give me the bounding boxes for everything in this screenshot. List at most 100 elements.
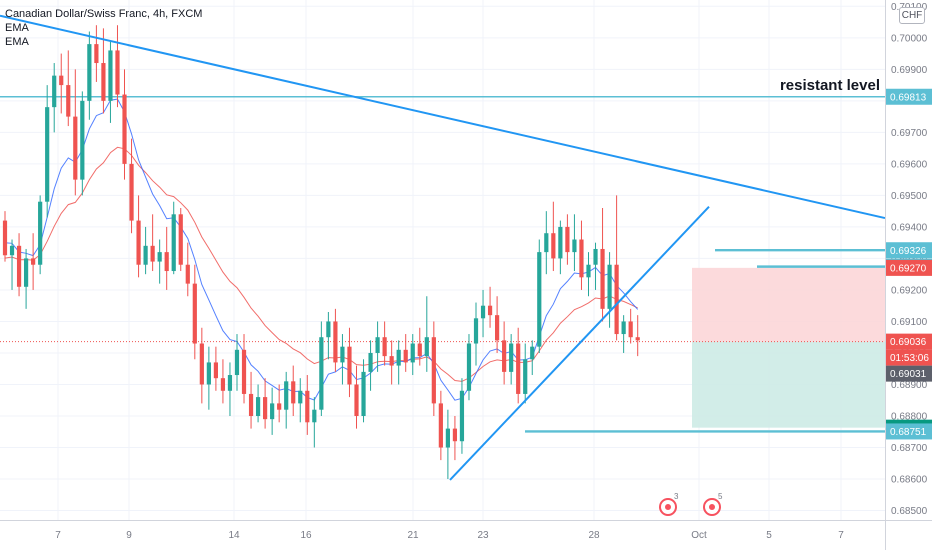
ema-indicator-1[interactable]: EMA: [5, 21, 202, 35]
currency-badge[interactable]: CHF: [899, 7, 925, 24]
x-tick-label: 23: [477, 530, 489, 541]
candle-body: [572, 240, 576, 253]
candle-body: [284, 381, 288, 409]
candle-body: [17, 246, 21, 287]
candle-body: [115, 50, 119, 94]
y-tick-label: 0.68500: [891, 506, 928, 517]
y-tick-label: 0.69500: [891, 191, 928, 202]
candle-body: [481, 306, 485, 319]
candle-body: [193, 284, 197, 344]
x-tick-label: Oct: [691, 530, 707, 541]
price-label-line: 0.69326: [886, 242, 932, 258]
candle-body: [291, 381, 295, 403]
y-tick-label: 0.68900: [891, 380, 928, 391]
price-label-countdown: 01:53:06: [886, 350, 932, 366]
candle: [537, 240, 541, 353]
candle-body: [411, 344, 415, 363]
candle-body: [347, 347, 351, 385]
candle-body: [636, 337, 640, 340]
y-tick-label: 0.69200: [891, 285, 928, 296]
candle: [179, 208, 183, 271]
candle-body: [467, 344, 471, 391]
price-label-text: 01:53:06: [890, 353, 929, 364]
candle-body: [523, 359, 527, 394]
candle-body: [312, 410, 316, 423]
candle-body: [629, 321, 633, 337]
ema-indicator-2[interactable]: EMA: [5, 35, 202, 49]
event-badge-count: 5: [718, 492, 723, 501]
candle-body: [158, 252, 162, 261]
candle-body: [66, 85, 70, 117]
candle-body: [432, 337, 436, 403]
candle-body: [326, 321, 330, 337]
candle-body: [277, 403, 281, 409]
candle-body: [186, 265, 190, 284]
candle-body: [615, 265, 619, 334]
symbol-title[interactable]: Canadian Dollar/Swiss Franc, 4h, FXCM: [5, 7, 202, 21]
candle-body: [228, 375, 232, 391]
candle-body: [305, 391, 309, 423]
x-tick-label: 7: [838, 530, 844, 541]
event-badge-dot: [709, 504, 715, 510]
candle-body: [122, 95, 126, 164]
take-profit-zone: [692, 342, 885, 428]
candle-body: [361, 372, 365, 416]
candle-body: [3, 221, 7, 256]
event-badge-count: 3: [674, 492, 679, 501]
candle-body: [235, 350, 239, 375]
y-tick-label: 0.69100: [891, 317, 928, 328]
candle-body: [565, 227, 569, 252]
chart-legend: Canadian Dollar/Swiss Franc, 4h, FXCM EM…: [5, 7, 202, 49]
y-tick-label: 0.69600: [891, 159, 928, 170]
candle-body: [425, 337, 429, 356]
candle-body: [439, 403, 443, 447]
candle-body: [24, 258, 28, 286]
candle-body: [319, 337, 323, 409]
candle-body: [256, 397, 260, 416]
candle-body: [31, 258, 35, 264]
candle-body: [172, 214, 176, 271]
candle-body: [221, 378, 225, 391]
candle-body: [558, 227, 562, 259]
candle-body: [136, 221, 140, 265]
candle-body: [59, 76, 63, 85]
price-label-text: 0.69270: [890, 263, 927, 274]
y-tick-label: 0.68600: [891, 475, 928, 486]
candle-body: [165, 252, 169, 271]
candle-body: [340, 347, 344, 363]
event-badge-dot: [665, 504, 671, 510]
y-tick-label: 0.70000: [891, 33, 928, 44]
y-tick-label: 0.68700: [891, 443, 928, 454]
price-label-stop: 0.69270: [886, 260, 932, 276]
candle-body: [537, 252, 541, 347]
candle-body: [10, 246, 14, 255]
candle-body: [73, 117, 77, 180]
x-tick-label: 28: [588, 530, 600, 541]
candle-body: [242, 350, 246, 394]
x-tick-label: 7: [55, 530, 61, 541]
candle-body: [263, 397, 267, 419]
candle-body: [45, 107, 49, 202]
y-tick-label: 0.69700: [891, 128, 928, 139]
candle-body: [474, 318, 478, 343]
y-tick-label: 0.69900: [891, 65, 928, 76]
candle-body: [488, 306, 492, 315]
resistance-label: resistant level: [780, 77, 880, 94]
price-label-text: 0.69036: [890, 337, 927, 348]
candle-body: [52, 76, 56, 108]
candle-body: [460, 391, 464, 441]
candle-body: [333, 321, 337, 362]
candle-body: [129, 164, 133, 221]
x-tick-label: 21: [407, 530, 419, 541]
candle-body: [354, 384, 358, 416]
candle-body: [593, 249, 597, 265]
candle-body: [586, 265, 590, 278]
candle-body: [144, 246, 148, 265]
candle-body: [383, 337, 387, 356]
candle: [467, 334, 471, 400]
price-label-text: 0.69813: [890, 92, 927, 103]
candle-body: [87, 44, 91, 101]
candle-body: [397, 350, 401, 366]
